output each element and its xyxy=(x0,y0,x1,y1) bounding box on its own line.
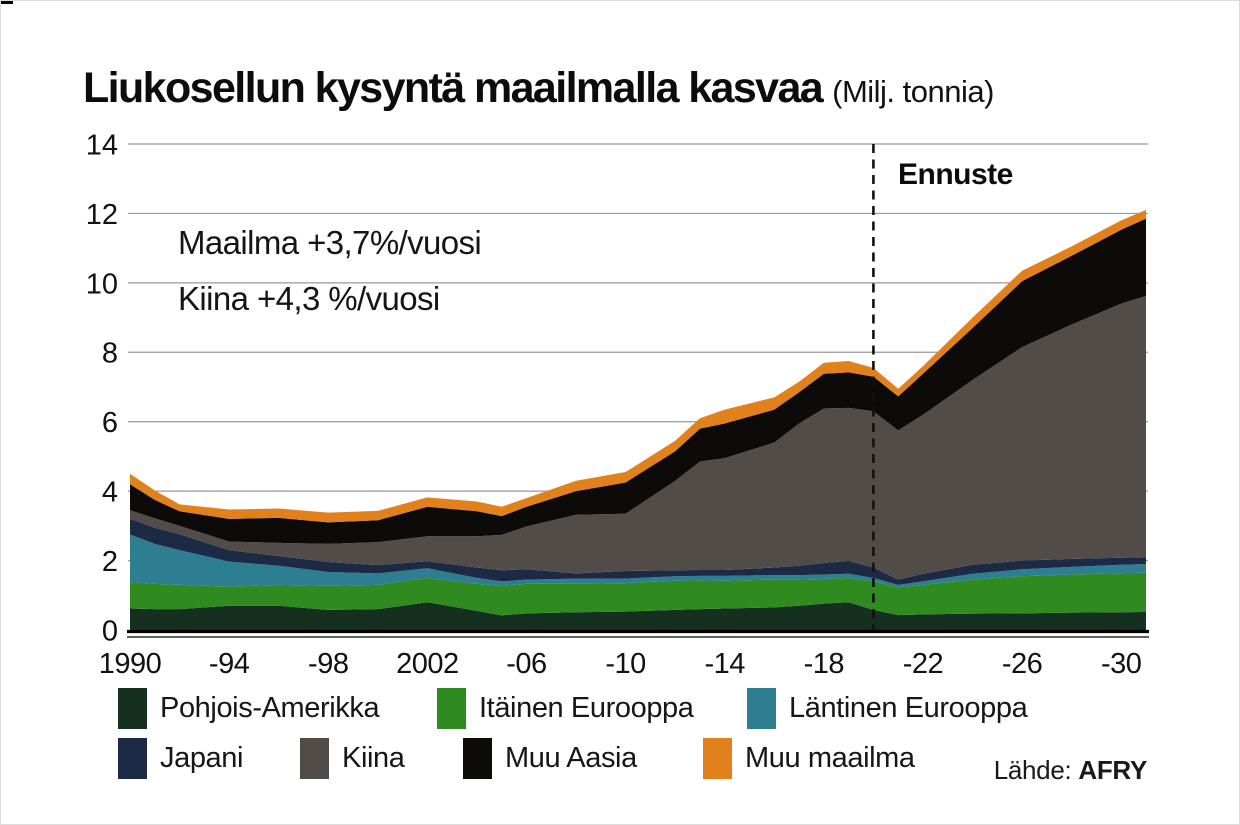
legend-label-muu-aasia: Muu Aasia xyxy=(505,741,637,774)
corner-mark xyxy=(0,0,13,4)
x-tick-label-2002: 2002 xyxy=(396,648,459,680)
area-it-inen-eurooppa xyxy=(130,572,1146,616)
legend-swatch-l-ntinen-eurooppa xyxy=(747,687,776,729)
y-tick-label-12: 12 xyxy=(86,199,118,231)
legend-item-l-ntinen-eurooppa: Läntinen Eurooppa xyxy=(747,687,1028,729)
area-kiina xyxy=(130,296,1146,580)
x-tick-label-2018: -18 xyxy=(804,648,844,680)
legend-swatch-pohjois-amerikka xyxy=(118,687,147,729)
x-tick-label-1994: -94 xyxy=(209,648,250,680)
forecast-label: Ennuste xyxy=(898,158,1013,191)
legend-swatch-kiina xyxy=(300,737,329,779)
y-tick-label-6: 6 xyxy=(102,407,118,439)
x-tick-label-1998: -98 xyxy=(308,648,348,680)
legend-item-it-inen-eurooppa: Itäinen Eurooppa xyxy=(437,687,694,729)
legend-label-l-ntinen-eurooppa: Läntinen Eurooppa xyxy=(789,691,1028,724)
y-tick-label-10: 10 xyxy=(86,268,118,300)
area-l-ntinen-eurooppa xyxy=(130,534,1146,588)
page-title: Liukosellun kysyntä maailmalla kasvaa xyxy=(83,64,824,112)
y-tick-label-14: 14 xyxy=(86,129,118,161)
x-tick-label-1990: 1990 xyxy=(99,648,162,680)
y-tick-label-8: 8 xyxy=(102,338,118,370)
legend-label-kiina: Kiina xyxy=(342,741,405,774)
x-tick-label-2030: -30 xyxy=(1101,648,1141,680)
legend-label-muu-maailma: Muu maailma xyxy=(745,741,915,774)
x-tick-label-2014: -14 xyxy=(705,648,746,680)
legend-item-japani: Japani xyxy=(118,737,243,779)
title-unit: (Milj. tonnia) xyxy=(832,74,994,109)
legend-item-muu-aasia: Muu Aasia xyxy=(463,737,637,779)
y-tick-label-0: 0 xyxy=(102,615,118,647)
x-tick-label-2010: -10 xyxy=(605,648,645,680)
annotation-china-growth: Kiina +4,3 %/vuosi xyxy=(178,280,440,317)
legend-row-2: Japani Kiina Muu Aasia Muu maailma xyxy=(0,737,1240,783)
source-credit: Lähde: AFRY xyxy=(993,755,1148,786)
legend-swatch-japani xyxy=(118,737,147,779)
legend-swatch-it-inen-eurooppa xyxy=(437,687,466,729)
source-name: AFRY xyxy=(1078,755,1147,785)
area-japani xyxy=(130,518,1146,585)
area-muu-aasia xyxy=(130,218,1146,544)
legend-item-pohjois-amerikka: Pohjois-Amerikka xyxy=(118,687,380,729)
legend-label-japani: Japani xyxy=(160,741,244,774)
legend-item-muu-maailma: Muu maailma xyxy=(703,737,915,779)
source-label: Lähde: xyxy=(993,755,1072,785)
legend-label-pohjois-amerikka: Pohjois-Amerikka xyxy=(160,691,380,724)
area-pohjois-amerikka xyxy=(130,602,1146,630)
annotation-world-growth: Maailma +3,7%/vuosi xyxy=(178,224,482,261)
y-tick-label-2: 2 xyxy=(102,546,118,578)
chart-title: Liukosellun kysyntä maailmalla kasvaa (M… xyxy=(83,64,994,113)
legend-swatch-muu-aasia xyxy=(463,737,492,779)
x-tick-label-2022: -22 xyxy=(903,648,943,680)
x-tick-label-2006: -06 xyxy=(506,648,546,680)
x-tick-label-2026: -26 xyxy=(1002,648,1042,680)
legend-swatch-muu-maailma xyxy=(703,737,732,779)
legend-item-kiina: Kiina xyxy=(300,737,405,779)
y-tick-label-4: 4 xyxy=(102,477,118,509)
legend-row-1: Pohjois-Amerikka Itäinen Eurooppa Läntinen… xyxy=(0,687,1240,733)
legend-label-it-inen-eurooppa: Itäinen Eurooppa xyxy=(479,691,694,724)
